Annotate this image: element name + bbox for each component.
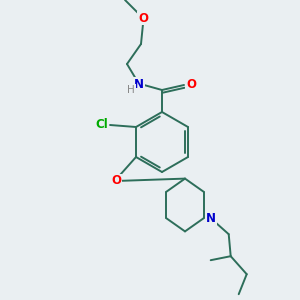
Text: O: O [186,79,196,92]
Text: O: O [111,175,121,188]
Text: H: H [127,85,135,95]
Text: Cl: Cl [96,118,108,131]
Text: N: N [206,212,216,225]
Text: O: O [138,11,148,25]
Text: N: N [134,77,144,91]
